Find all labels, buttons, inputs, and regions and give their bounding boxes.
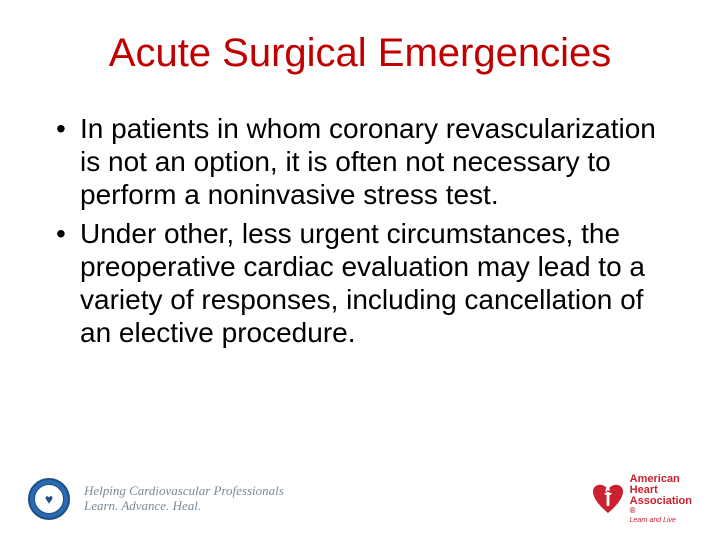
slide: Acute Surgical Emergencies In patients i… [0, 0, 720, 540]
footer-left: ♥ Helping Cardiovascular Professionals L… [28, 478, 284, 520]
aha-line3: Association® [630, 496, 692, 515]
acc-seal-icon: ♥ [28, 478, 70, 520]
bullet-item: Under other, less urgent circumstances, … [54, 217, 666, 349]
aha-text: American Heart Association® Learn and Li… [630, 474, 692, 524]
bullet-item: In patients in whom coronary revasculari… [54, 112, 666, 211]
acc-seal-inner-icon: ♥ [34, 484, 64, 514]
tagline-line2: Learn. Advance. Heal. [84, 499, 284, 514]
body-area: In patients in whom coronary revasculari… [0, 76, 720, 349]
heart-torch-icon [592, 484, 624, 514]
footer-tagline: Helping Cardiovascular Professionals Lea… [84, 484, 284, 514]
footer: ♥ Helping Cardiovascular Professionals L… [0, 472, 720, 526]
footer-right: American Heart Association® Learn and Li… [592, 474, 692, 524]
tagline-line1: Helping Cardiovascular Professionals [84, 484, 284, 499]
slide-title: Acute Surgical Emergencies [0, 0, 720, 76]
registered-icon: ® [630, 507, 692, 515]
aha-sub: Learn and Live [630, 517, 692, 524]
bullet-list: In patients in whom coronary revasculari… [54, 112, 666, 349]
aha-logo: American Heart Association® Learn and Li… [592, 474, 692, 524]
